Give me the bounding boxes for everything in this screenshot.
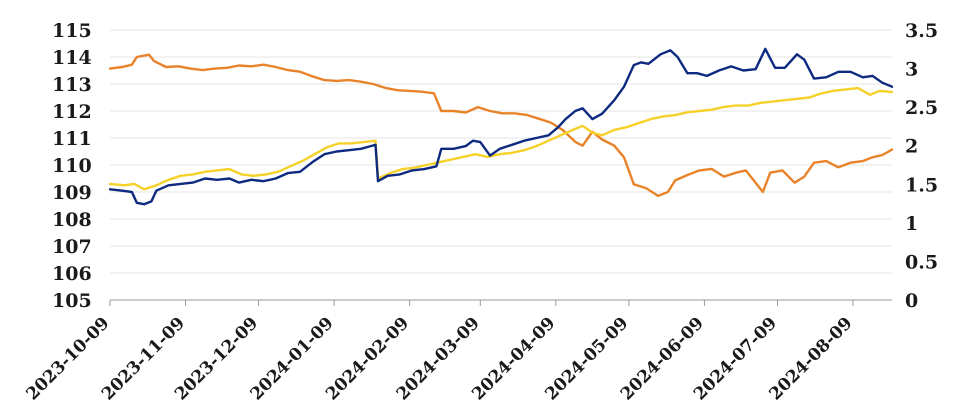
left-y-tick-label: 112 <box>52 101 92 123</box>
left-y-tick-label: 108 <box>52 209 92 231</box>
left-y-tick-label: 113 <box>52 74 92 96</box>
left-y-tick-label: 115 <box>52 20 92 42</box>
series-line-1 <box>108 47 894 206</box>
grid-lines <box>110 29 892 274</box>
x-tick-labels: 2023-10-092023-11-092023-12-092024-01-09… <box>22 313 856 400</box>
right-y-tick-label: 3.5 <box>905 20 938 42</box>
right-y-tick-label: 3 <box>905 59 918 81</box>
left-y-tick-label: 111 <box>52 128 92 150</box>
left-y-tick-label: 110 <box>52 155 92 177</box>
right-y-tick-label: 1 <box>905 213 918 235</box>
left-y-tick-labels: 105 106 107 108 109 110 111 112 113 114 115 <box>52 20 92 312</box>
right-y-tick-label: 2 <box>905 136 918 158</box>
right-y-tick-label: 0 <box>905 290 918 312</box>
right-y-tick-label: 0.5 <box>905 251 938 273</box>
left-y-tick-label: 106 <box>52 263 92 285</box>
left-y-tick-label: 107 <box>52 236 92 258</box>
right-y-tick-label: 1.5 <box>905 174 938 196</box>
x-tick-label: 2023-10-09 <box>22 313 113 400</box>
series-line-3 <box>108 53 894 198</box>
axes <box>109 299 892 306</box>
series-lines <box>108 47 894 206</box>
left-y-tick-label: 114 <box>52 47 92 69</box>
left-y-tick-label: 105 <box>52 290 92 312</box>
series-line-2 <box>108 86 894 191</box>
right-y-tick-labels: 0 0.5 1 1.5 2 2.5 3 3.5 <box>905 20 938 312</box>
left-y-tick-label: 109 <box>52 182 92 204</box>
right-y-tick-label: 2.5 <box>905 97 938 119</box>
